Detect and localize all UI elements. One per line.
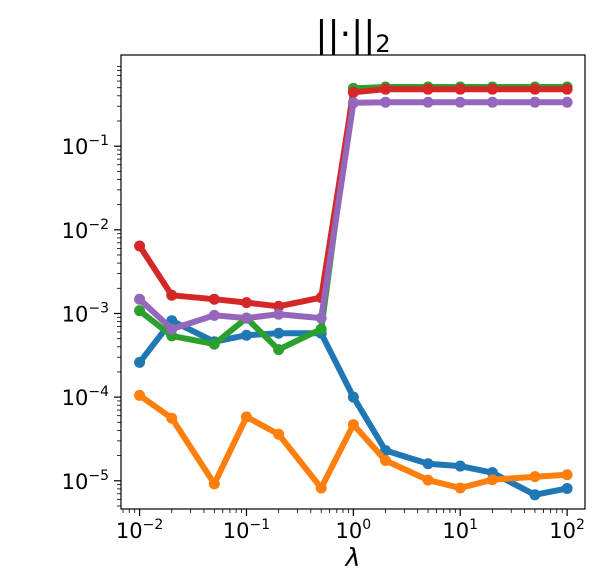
series-5-point <box>486 96 498 108</box>
series-2-point <box>240 411 252 423</box>
series-5-point <box>347 97 359 109</box>
series-4-point <box>380 83 392 95</box>
x-tick-label: 10−2 <box>116 517 163 543</box>
series-1-point <box>561 482 573 494</box>
series-3-line <box>136 84 571 353</box>
series-5-point <box>529 96 541 108</box>
series-2-point <box>529 471 541 483</box>
series-4-point <box>454 83 466 95</box>
series-4-point <box>486 83 498 95</box>
series-2-point <box>454 482 466 494</box>
y-tick-label: 10−3 <box>62 300 109 326</box>
series-5-point <box>134 293 146 305</box>
series-4-point <box>134 240 146 252</box>
chart-title-text: ||·|| <box>315 14 375 55</box>
series-5-point <box>380 96 392 108</box>
series-2-point <box>166 412 178 424</box>
y-tick-label: 10−4 <box>62 384 109 410</box>
series-2-point <box>486 474 498 486</box>
series-2-point <box>208 478 220 490</box>
series-1-point <box>134 356 146 368</box>
series-layer <box>134 81 573 501</box>
series-1-point <box>240 329 252 341</box>
series-3-point <box>273 344 285 356</box>
y-tick-label: 10−1 <box>62 133 109 159</box>
x-tick-label: 100 <box>336 517 372 543</box>
series-5-point <box>166 323 178 335</box>
series-2-point <box>273 428 285 440</box>
series-2-point <box>422 474 434 486</box>
series-5-point <box>240 312 252 324</box>
y-tick-label: 10−5 <box>62 468 109 494</box>
series-2-point <box>561 469 573 481</box>
series-2-point <box>315 482 327 494</box>
series-5-point <box>315 312 327 324</box>
series-4-point <box>166 289 178 301</box>
series-1-point <box>529 489 541 501</box>
series-4-point <box>529 83 541 95</box>
series-5-point <box>454 96 466 108</box>
series-5-line <box>136 99 571 333</box>
series-3-point <box>315 323 327 335</box>
x-tick-label: 102 <box>549 517 585 543</box>
series-4-point <box>240 297 252 309</box>
x-axis-title: λ <box>344 543 361 569</box>
series-4-point <box>273 300 285 312</box>
chart-title-subscript: 2 <box>375 30 390 58</box>
series-3-point <box>134 305 146 317</box>
series-5-point <box>208 309 220 321</box>
series-4-point <box>422 83 434 95</box>
series-5-point <box>273 308 285 320</box>
x-tick-label: 10−1 <box>223 517 270 543</box>
series-5-point <box>422 96 434 108</box>
series-5-point <box>561 96 573 108</box>
series-1-point <box>454 460 466 472</box>
series-1-point <box>273 327 285 339</box>
series-4-point <box>347 86 359 98</box>
series-2 <box>134 389 573 494</box>
x-tick-label: 101 <box>442 517 478 543</box>
series-2-point <box>380 454 392 466</box>
series-4-point <box>561 83 573 95</box>
series-4-point <box>208 293 220 305</box>
series-1-point <box>347 391 359 403</box>
series-1-point <box>422 458 434 470</box>
y-tick-label: 10−2 <box>62 217 109 243</box>
series-2-point <box>347 419 359 431</box>
chart-title: ||·||2 <box>315 14 390 58</box>
series-3-point <box>208 338 220 350</box>
series-2-line <box>136 392 571 491</box>
series-5 <box>134 96 573 335</box>
series-2-point <box>134 389 146 401</box>
tick-layer: 10−2 10−1 100 101 102 10−5 10−4 10−3 10−2 10−1 <box>62 65 585 543</box>
